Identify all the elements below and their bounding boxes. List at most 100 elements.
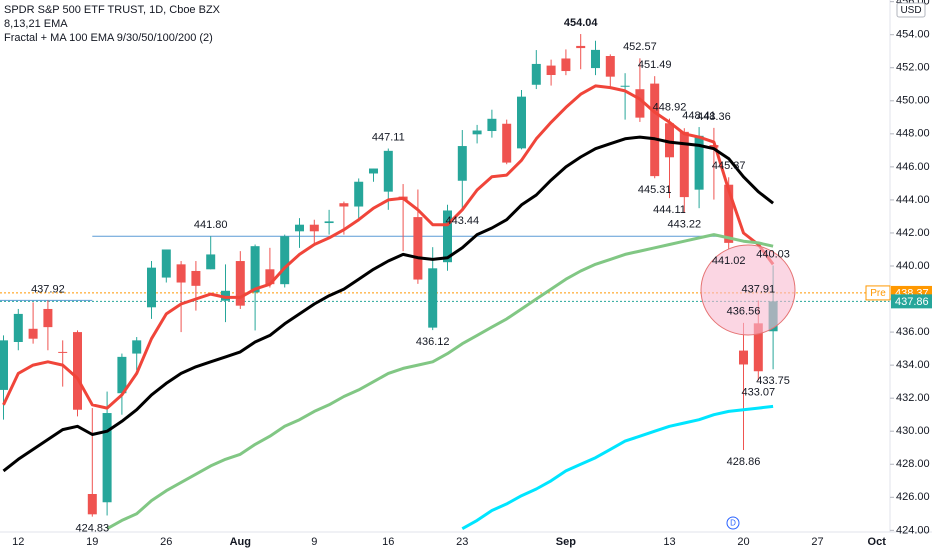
candle-body bbox=[443, 210, 452, 263]
candle-body bbox=[221, 290, 230, 301]
candle-body bbox=[0, 340, 8, 390]
candle-body bbox=[620, 85, 630, 87]
indicator-line bbox=[461, 404, 774, 531]
x-tick-label: 27 bbox=[811, 536, 823, 548]
indicator-line bbox=[2, 84, 775, 410]
candle-body bbox=[753, 323, 763, 372]
price-badge-tag bbox=[865, 285, 891, 301]
fractal-label: 448.41 bbox=[682, 110, 716, 122]
candle-body bbox=[58, 351, 68, 353]
x-tick-label: Aug bbox=[230, 536, 251, 548]
fractal-label: 428.86 bbox=[727, 456, 761, 468]
candle-body bbox=[250, 246, 260, 293]
candle-body bbox=[161, 249, 171, 278]
candle-body bbox=[546, 65, 556, 76]
fractal-label: 447.11 bbox=[372, 131, 405, 143]
candle-body bbox=[413, 217, 423, 280]
fractal-label: 448.36 bbox=[697, 111, 731, 123]
fractal-label: 437.92 bbox=[31, 283, 65, 295]
x-tick-label: 26 bbox=[160, 536, 172, 548]
fractal-label: 436.12 bbox=[416, 336, 450, 348]
candle-body bbox=[665, 123, 674, 158]
y-tick-label: 428.00 bbox=[896, 458, 930, 470]
y-tick-label: 430.00 bbox=[896, 425, 930, 437]
chart-title: SPDR S&P 500 ETF TRUST, 1D, Cboe BZX bbox=[4, 4, 221, 16]
fractal-label: 448.92 bbox=[653, 102, 687, 114]
candle-body bbox=[591, 49, 600, 69]
candle-body bbox=[502, 123, 512, 163]
candle-body bbox=[679, 131, 689, 198]
candle-body bbox=[457, 146, 467, 181]
candle-body bbox=[73, 332, 82, 410]
candle-body bbox=[87, 494, 97, 515]
y-tick-label: 444.00 bbox=[896, 194, 930, 206]
y-tick-label: 454.00 bbox=[896, 29, 930, 41]
y-tick-label: 448.00 bbox=[896, 128, 930, 140]
candle-body bbox=[235, 261, 245, 306]
x-tick-label: 19 bbox=[86, 536, 98, 548]
indicator-line bbox=[106, 233, 774, 531]
candle-body bbox=[324, 221, 334, 224]
candle-body bbox=[605, 56, 615, 77]
candle-body bbox=[102, 413, 112, 503]
candle-body bbox=[561, 58, 571, 72]
candle-body bbox=[265, 269, 275, 285]
x-tick-label: 9 bbox=[311, 536, 317, 548]
candle-body bbox=[43, 308, 53, 328]
fractal-label: 443.44 bbox=[445, 215, 479, 227]
fractal-label: 443.22 bbox=[667, 219, 701, 231]
y-tick-label: 432.00 bbox=[896, 392, 930, 404]
candle-body bbox=[191, 270, 201, 286]
indicator-label: 8,13,21 EMA bbox=[4, 18, 68, 30]
x-tick-label: Sep bbox=[556, 536, 576, 548]
fractal-label: 433.07 bbox=[741, 386, 775, 398]
x-tick-label: 23 bbox=[456, 536, 468, 548]
fractal-label: 451.49 bbox=[638, 59, 672, 71]
y-tick-label: 440.00 bbox=[896, 260, 930, 272]
highlight-circle bbox=[700, 244, 796, 336]
candle-body bbox=[694, 135, 704, 190]
candle-body bbox=[354, 181, 364, 207]
candle-body bbox=[13, 313, 23, 342]
candle-body bbox=[517, 96, 526, 149]
indicator-label: Fractal + MA 100 EMA 9/30/50/100/200 (2) bbox=[4, 32, 213, 44]
candle-body bbox=[117, 356, 127, 394]
fractal-label: 436.56 bbox=[727, 306, 761, 318]
candle-body bbox=[369, 168, 378, 174]
indicator-line bbox=[2, 135, 775, 473]
x-tick-label: 12 bbox=[12, 536, 24, 548]
plot-area bbox=[0, 34, 890, 531]
fractal-label: 445.37 bbox=[712, 160, 746, 172]
dividend-letter: D bbox=[730, 519, 736, 528]
fractal-label: 454.04 bbox=[564, 17, 599, 29]
currency-label: USD bbox=[900, 5, 921, 16]
fractal-label: 441.02 bbox=[712, 255, 746, 267]
x-tick-label: 20 bbox=[737, 536, 749, 548]
candle-body bbox=[147, 267, 156, 308]
y-tick-label: 434.00 bbox=[896, 359, 930, 371]
candle-body bbox=[635, 89, 645, 118]
candle-body bbox=[428, 268, 438, 328]
candle-body bbox=[487, 118, 497, 132]
currency-box[interactable] bbox=[896, 2, 926, 18]
y-tick-label: 426.00 bbox=[896, 491, 930, 503]
fractal-label: 452.57 bbox=[623, 41, 657, 53]
candle-body bbox=[280, 236, 290, 285]
y-tick-label: 450.00 bbox=[896, 95, 930, 107]
y-tick-label: 452.00 bbox=[896, 62, 930, 74]
dividend-icon[interactable] bbox=[726, 516, 740, 530]
candle-body bbox=[576, 45, 586, 49]
x-tick-label: Oct bbox=[868, 536, 887, 548]
candle-body bbox=[295, 224, 304, 232]
candle-body bbox=[176, 264, 186, 283]
candle-body bbox=[28, 328, 38, 339]
y-tick-label: 446.00 bbox=[896, 161, 930, 173]
candle-body bbox=[739, 350, 748, 365]
candle-body bbox=[650, 83, 660, 177]
x-tick-label: 13 bbox=[663, 536, 675, 548]
y-tick-label: 424.00 bbox=[896, 524, 930, 536]
price-badge bbox=[891, 294, 932, 309]
candle-body bbox=[339, 203, 349, 207]
fractal-label: 444.11 bbox=[653, 204, 686, 216]
